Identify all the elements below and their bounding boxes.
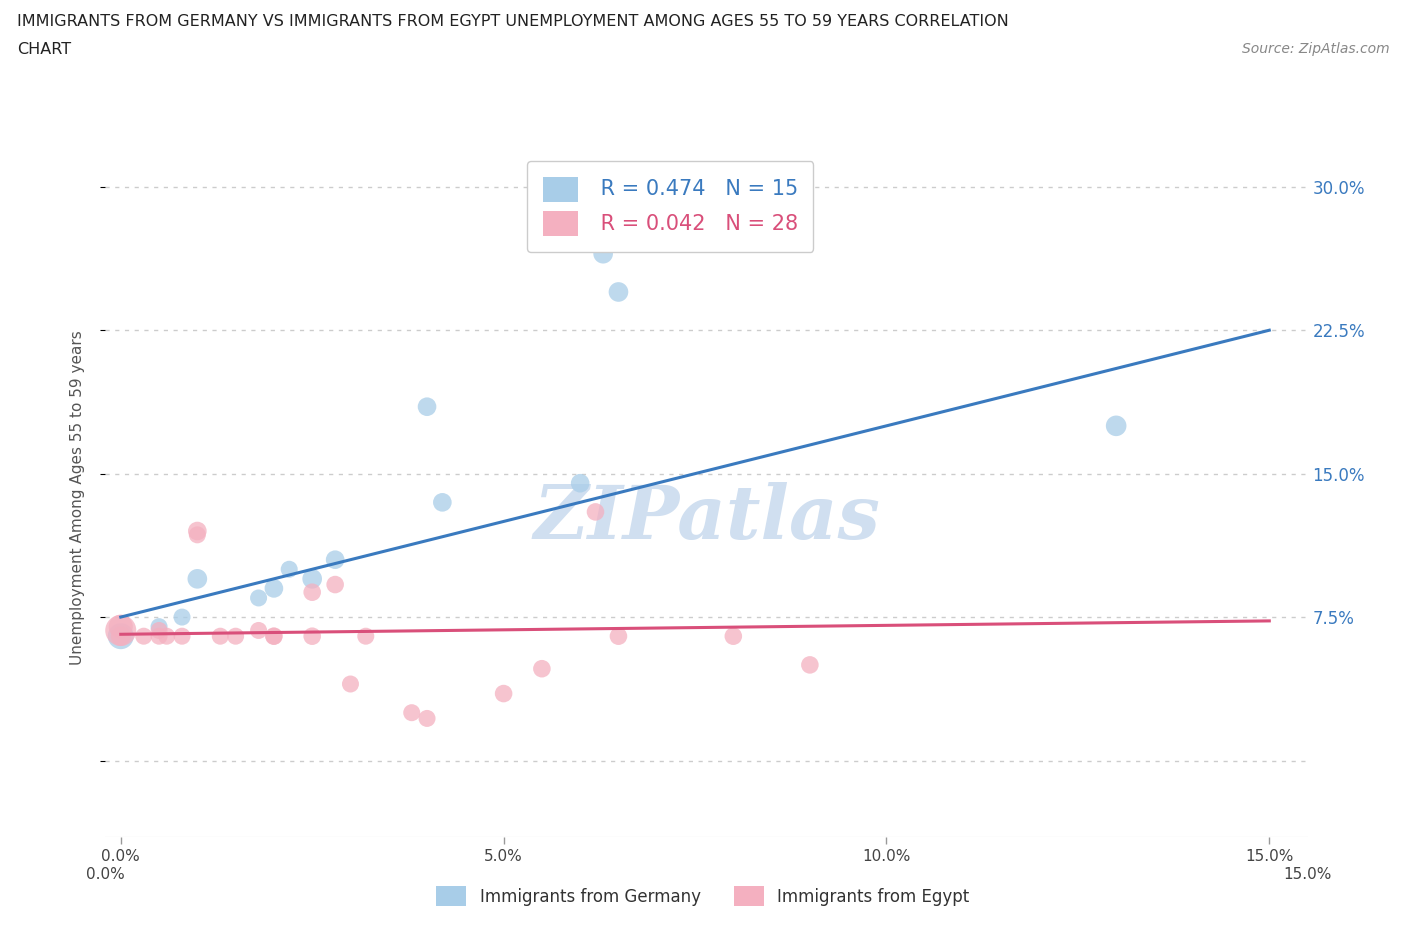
Point (148, 619, 170, 634)
Point (492, 686, 515, 701)
Point (416, 399, 439, 414)
Text: CHART: CHART (17, 42, 70, 57)
Point (247, 591, 270, 605)
Point (723, 629, 745, 644)
Point (186, 527, 208, 542)
Point (186, 524, 208, 538)
Point (607, 629, 630, 644)
Point (110, 629, 132, 644)
Text: IMMIGRANTS FROM GERMANY VS IMMIGRANTS FROM EGYPT UNEMPLOYMENT AMONG AGES 55 TO 5: IMMIGRANTS FROM GERMANY VS IMMIGRANTS FR… (17, 14, 1008, 29)
Point (301, 571, 323, 586)
Point (301, 585, 323, 600)
Point (416, 711, 439, 726)
Legend:  R = 0.474   N = 15,  R = 0.042   N = 28: R = 0.474 N = 15, R = 0.042 N = 28 (527, 161, 814, 252)
Point (170, 629, 193, 644)
Point (339, 676, 361, 691)
Point (569, 476, 592, 491)
Point (247, 623, 270, 638)
Point (354, 629, 377, 644)
Point (263, 629, 285, 644)
Legend: Immigrants from Germany, Immigrants from Egypt: Immigrants from Germany, Immigrants from… (430, 880, 976, 912)
Y-axis label: Unemployment Among Ages 55 to 59 years: Unemployment Among Ages 55 to 59 years (70, 330, 84, 665)
Point (401, 705, 423, 720)
Point (585, 504, 607, 519)
Point (301, 629, 323, 644)
Point (110, 623, 132, 638)
Point (156, 629, 179, 644)
Point (132, 629, 155, 644)
Point (263, 629, 285, 644)
Point (323, 552, 346, 567)
Point (170, 610, 193, 625)
Point (1105, 418, 1128, 433)
Point (432, 495, 454, 510)
Point (110, 629, 132, 644)
Text: Source: ZipAtlas.com: Source: ZipAtlas.com (1241, 42, 1389, 56)
Point (607, 285, 630, 299)
Point (799, 658, 821, 672)
Point (110, 619, 132, 634)
Point (225, 629, 247, 644)
Point (209, 629, 232, 644)
Text: 0.0%: 0.0% (86, 867, 125, 882)
Point (323, 578, 346, 592)
Point (186, 571, 208, 586)
Text: ZIPatlas: ZIPatlas (533, 482, 880, 554)
Point (148, 623, 170, 638)
Text: 15.0%: 15.0% (1284, 867, 1331, 882)
Point (263, 581, 285, 596)
Point (592, 246, 614, 261)
Point (148, 629, 170, 644)
Point (530, 661, 553, 676)
Point (278, 562, 301, 577)
